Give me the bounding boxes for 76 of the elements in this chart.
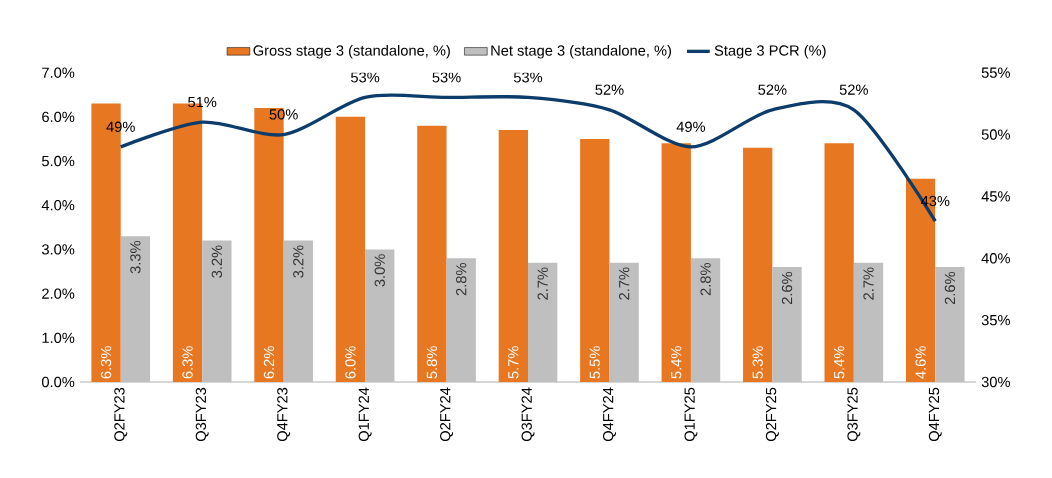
data-label: 5.4% (834, 346, 845, 379)
data-label: 3.2% (211, 245, 223, 278)
data-label: 3.3% (130, 240, 141, 274)
x-tick-label: Q4FY24 (602, 387, 616, 442)
bar (824, 143, 854, 382)
data-label: 3.2% (293, 245, 304, 278)
y-tick-label: 6.0% (42, 111, 75, 123)
y-tick-label: 5.0% (42, 155, 75, 167)
legend-label: Net stage 3 (standalone, %) (491, 44, 672, 59)
legend-label: Stage 3 PCR (%) (714, 44, 826, 59)
y2-tick-label: 50% (981, 129, 1010, 140)
data-label: 52% (758, 84, 787, 95)
x-tick-label: Q4FY23 (277, 387, 291, 442)
bar (528, 262, 558, 382)
bar (743, 147, 773, 382)
y2-tick-label: 40% (981, 253, 1010, 264)
y2-tick-label: 55% (981, 67, 1010, 78)
y-tick-label: 0.0% (41, 376, 75, 388)
bar (690, 258, 721, 382)
bar (772, 267, 802, 382)
data-label: 6.0% (345, 346, 356, 379)
data-label: 5.8% (426, 346, 438, 379)
data-label: 2.8% (700, 263, 711, 296)
x-tick-label: Q2FY25 (765, 387, 779, 442)
bar (202, 240, 232, 382)
data-label: 2.7% (618, 267, 630, 300)
y-tick-label: 3.0% (41, 244, 75, 255)
data-label: 53% (432, 72, 461, 83)
data-label: 49% (676, 121, 706, 132)
x-tick-label: Q2FY24 (440, 387, 454, 442)
bar (365, 249, 395, 382)
data-label: 5.7% (508, 346, 519, 379)
y-tick-label: 4.0% (41, 200, 75, 211)
bar (417, 125, 447, 382)
bar (661, 143, 691, 382)
x-tick-label: Q4FY25 (928, 387, 942, 442)
bar (853, 262, 884, 382)
data-label: 5.5% (589, 346, 600, 379)
x-tick-label: Q3FY24 (521, 387, 535, 442)
bar (498, 130, 529, 382)
x-tick-label: Q1FY25 (684, 387, 698, 442)
data-label: 52% (595, 84, 624, 95)
y2-tick-label: 45% (981, 191, 1010, 202)
data-label: 2.8% (456, 263, 467, 296)
y-tick-label: 7.0% (42, 67, 75, 78)
data-label: 53% (351, 72, 380, 83)
x-tick-label: Q2FY23 (114, 387, 128, 442)
data-label: 52% (839, 84, 868, 95)
y2-tick-label: 35% (981, 314, 1010, 326)
data-label: 2.6% (781, 271, 793, 305)
data-label: 6.2% (263, 346, 275, 379)
legend-label: Gross stage 3 (standalone, %) (253, 44, 450, 59)
x-tick-label: Q3FY23 (195, 387, 209, 442)
data-label: 53% (513, 72, 543, 83)
y-tick-label: 2.0% (42, 288, 75, 299)
data-label: 5.3% (752, 346, 763, 379)
data-label: 6.3% (100, 346, 112, 379)
data-label: 2.6% (944, 271, 956, 305)
bar (283, 240, 313, 382)
data-label: 51% (188, 96, 217, 108)
bar (446, 258, 476, 382)
data-label: 5.4% (671, 346, 682, 379)
data-label: 6.3% (182, 346, 193, 379)
data-label: 3.0% (374, 254, 385, 287)
bar (120, 236, 151, 382)
bar (335, 116, 366, 382)
y2-tick-label: 30% (981, 376, 1010, 388)
x-tick-label: Q3FY25 (847, 387, 861, 442)
x-tick-label: Q1FY24 (358, 387, 372, 442)
y-tick-label: 1.0% (42, 332, 75, 343)
data-label: 2.7% (863, 267, 874, 300)
data-label: 2.7% (537, 267, 548, 300)
data-label: 4.6% (915, 346, 926, 379)
bar (609, 262, 639, 382)
bar (935, 267, 965, 382)
bar (580, 138, 610, 382)
